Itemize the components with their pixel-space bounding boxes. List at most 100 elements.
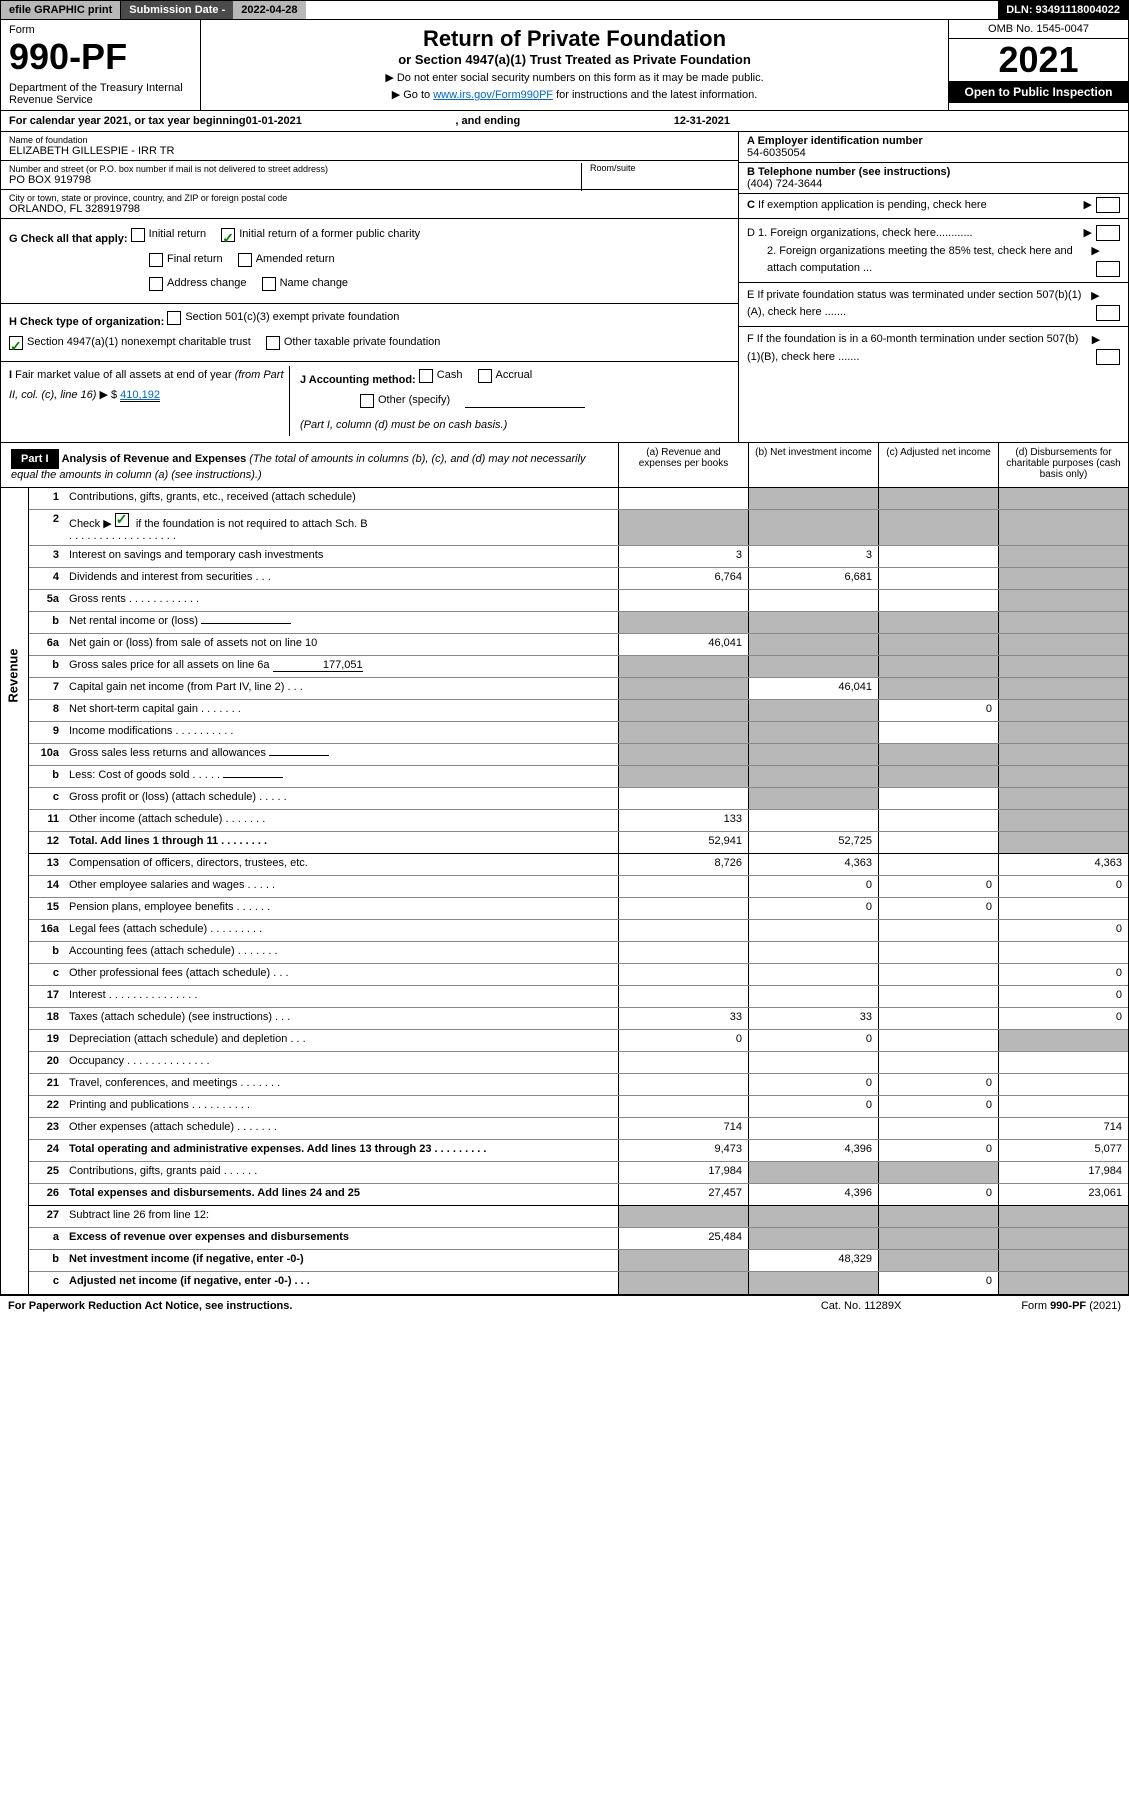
goto-note: ▶ Go to www.irs.gov/Form990PF for instru…	[207, 88, 942, 101]
final-return-checkbox[interactable]	[149, 253, 163, 267]
cell-value: 3	[748, 546, 878, 567]
line-desc: Income modifications . . . . . . . . . .	[65, 722, 618, 743]
line-num: b	[29, 612, 65, 633]
d1-checkbox[interactable]	[1096, 225, 1120, 241]
line-num: 17	[29, 986, 65, 1007]
checks-block: G Check all that apply: Initial return I…	[0, 219, 1129, 443]
line-desc: Contributions, gifts, grants, etc., rece…	[65, 488, 618, 509]
cell-value: 52,941	[618, 832, 748, 853]
ein-label: A Employer identification number	[747, 135, 923, 147]
line-num: a	[29, 1228, 65, 1249]
city-label: City or town, state or province, country…	[9, 193, 730, 203]
col-d-header: (d) Disbursements for charitable purpose…	[998, 443, 1128, 487]
other-taxable-checkbox[interactable]	[266, 336, 280, 350]
line-num: 9	[29, 722, 65, 743]
line-desc: Total operating and administrative expen…	[65, 1140, 618, 1161]
fmv-value[interactable]: 410,192	[120, 389, 160, 402]
other-method-label: Other (specify)	[378, 391, 450, 411]
cell-value: 17,984	[998, 1162, 1128, 1183]
line-num: 18	[29, 1008, 65, 1029]
cell-value: 0	[878, 700, 998, 721]
line-num: c	[29, 788, 65, 809]
name-change-checkbox[interactable]	[262, 277, 276, 291]
submission-date-value: 2022-04-28	[233, 1, 305, 19]
sch-b-checkbox[interactable]	[115, 513, 129, 527]
cell-value: 0	[998, 876, 1128, 897]
cell-value: 0	[878, 1272, 998, 1294]
cell-value: 5,077	[998, 1140, 1128, 1161]
line-desc: Subtract line 26 from line 12:	[65, 1206, 618, 1227]
line-num: 14	[29, 876, 65, 897]
page-footer: For Paperwork Reduction Act Notice, see …	[0, 1295, 1129, 1316]
line-desc: Total. Add lines 1 through 11 . . . . . …	[65, 832, 618, 853]
d2-checkbox[interactable]	[1096, 261, 1120, 277]
line-desc: Taxes (attach schedule) (see instruction…	[65, 1008, 618, 1029]
cell-value: 0	[998, 920, 1128, 941]
line-num: 3	[29, 546, 65, 567]
line-desc: Gross sales less returns and allowances	[65, 744, 618, 765]
line-num: 12	[29, 832, 65, 853]
e-checkbox[interactable]	[1096, 305, 1120, 321]
cell-value: 714	[998, 1118, 1128, 1139]
cal-begin: 01-01-2021	[246, 115, 302, 127]
line-desc: Printing and publications . . . . . . . …	[65, 1096, 618, 1117]
city-value: ORLANDO, FL 328919798	[9, 203, 730, 215]
cell-value: 6,764	[618, 568, 748, 589]
line-desc: Other expenses (attach schedule) . . . .…	[65, 1118, 618, 1139]
cell-value: 0	[618, 1030, 748, 1051]
4947-checkbox[interactable]	[9, 336, 23, 350]
line-num: 7	[29, 678, 65, 699]
tax-year: 2021	[949, 39, 1128, 81]
line-desc: Depreciation (attach schedule) and deple…	[65, 1030, 618, 1051]
initial-return-checkbox[interactable]	[131, 228, 145, 242]
cell-value: 3	[618, 546, 748, 567]
line-num: 25	[29, 1162, 65, 1183]
open-public-badge: Open to Public Inspection	[949, 81, 1128, 103]
line-desc: Net rental income or (loss)	[65, 612, 618, 633]
goto-pre: ▶ Go to	[392, 89, 433, 101]
submission-date-label: Submission Date -	[121, 1, 233, 19]
form-ref: Form 990-PF (2021)	[1021, 1300, 1121, 1312]
4947-label: Section 4947(a)(1) nonexempt charitable …	[27, 333, 251, 353]
final-return-label: Final return	[167, 250, 223, 270]
initial-former-checkbox[interactable]	[221, 228, 235, 242]
irs-link[interactable]: www.irs.gov/Form990PF	[433, 89, 553, 101]
line-num: 4	[29, 568, 65, 589]
form-number: 990-PF	[9, 36, 192, 78]
other-method-checkbox[interactable]	[360, 394, 374, 408]
amended-return-checkbox[interactable]	[238, 253, 252, 267]
cell-value: 4,396	[748, 1184, 878, 1205]
cell-value: 714	[618, 1118, 748, 1139]
calendar-year-row: For calendar year 2021, or tax year begi…	[0, 111, 1129, 132]
line-desc: Accounting fees (attach schedule) . . . …	[65, 942, 618, 963]
cat-no: Cat. No. 11289X	[821, 1300, 902, 1312]
foundation-name: ELIZABETH GILLESPIE - IRR TR	[9, 145, 730, 157]
501c3-checkbox[interactable]	[167, 311, 181, 325]
accrual-label: Accrual	[496, 366, 533, 386]
efile-print-button[interactable]: efile GRAPHIC print	[1, 1, 121, 19]
initial-former-label: Initial return of a former public charit…	[239, 225, 420, 245]
omb-number: OMB No. 1545-0047	[949, 20, 1128, 39]
cell-value: 0	[878, 898, 998, 919]
initial-return-label: Initial return	[149, 225, 206, 245]
cell-value: 0	[748, 1096, 878, 1117]
cell-value: 9,473	[618, 1140, 748, 1161]
cell-value: 0	[748, 1074, 878, 1095]
other-taxable-label: Other taxable private foundation	[284, 333, 441, 353]
line-desc: Pension plans, employee benefits . . . .…	[65, 898, 618, 919]
cash-checkbox[interactable]	[419, 369, 433, 383]
line-num: 22	[29, 1096, 65, 1117]
line-desc: Gross profit or (loss) (attach schedule)…	[65, 788, 618, 809]
cell-value: 133	[618, 810, 748, 831]
cell-value: 0	[748, 876, 878, 897]
line-num: 23	[29, 1118, 65, 1139]
f-checkbox[interactable]	[1096, 349, 1120, 365]
goto-post: for instructions and the latest informat…	[553, 89, 757, 101]
line-desc: Compensation of officers, directors, tru…	[65, 854, 618, 875]
accrual-checkbox[interactable]	[478, 369, 492, 383]
cell-value: 48,329	[748, 1250, 878, 1271]
col-b-header: (b) Net investment income	[748, 443, 878, 487]
pending-checkbox[interactable]	[1096, 197, 1120, 213]
line-num: 27	[29, 1206, 65, 1227]
address-change-checkbox[interactable]	[149, 277, 163, 291]
